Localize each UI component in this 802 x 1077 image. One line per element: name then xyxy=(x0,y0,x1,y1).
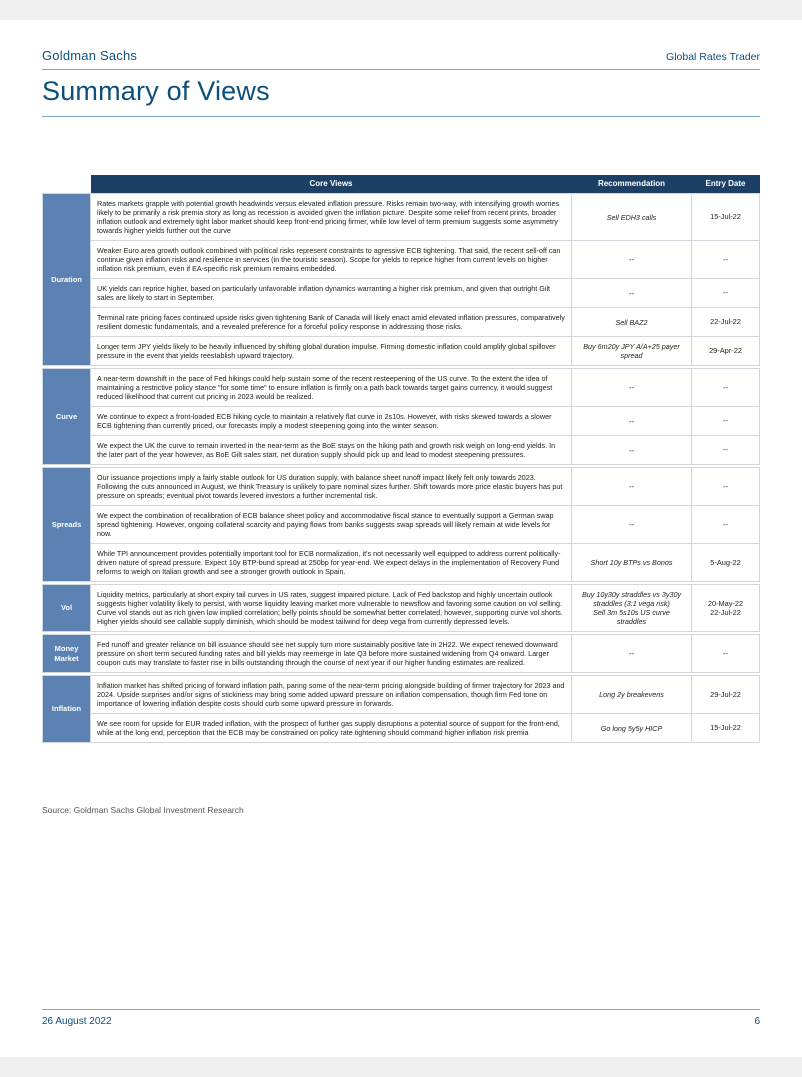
core-view-cell: Fed runoff and greater reliance on bill … xyxy=(91,635,572,673)
category-cell: Vol xyxy=(43,585,91,632)
table-row: VolLiquidity metrics, particularly at sh… xyxy=(43,585,760,632)
source-line: Source: Goldman Sachs Global Investment … xyxy=(42,801,760,815)
footer-date: 26 August 2022 xyxy=(42,1016,112,1027)
table-row: We see room for upside for EUR traded in… xyxy=(43,714,760,743)
category-cell: Money Market xyxy=(43,635,91,673)
recommendation-cell: Short 10y BTPs vs Bonos xyxy=(572,544,692,582)
entry-date-cell: 15-Jul-22 xyxy=(692,714,760,743)
table-row: We expect the combination of recalibrati… xyxy=(43,506,760,544)
recommendation-cell: -- xyxy=(572,635,692,673)
entry-date-cell: 20-May-22 22-Jul-22 xyxy=(692,585,760,632)
core-view-cell: Rates markets grapple with potential gro… xyxy=(91,194,572,241)
entry-date-cell: -- xyxy=(692,369,760,407)
recommendation-cell: Sell BAZ2 xyxy=(572,308,692,337)
entry-date-cell: 15-Jul-22 xyxy=(692,194,760,241)
org-name: Goldman Sachs xyxy=(42,48,137,63)
recommendation-cell: Go long 5y5y HICP xyxy=(572,714,692,743)
entry-date-cell: -- xyxy=(692,635,760,673)
entry-date-cell: 29-Apr-22 xyxy=(692,337,760,366)
table-row: UK yields can reprice higher, based on p… xyxy=(43,279,760,308)
entry-date-cell: 5-Aug-22 xyxy=(692,544,760,582)
th-entry-date: Entry Date xyxy=(692,175,760,194)
core-view-cell: We continue to expect a front-loaded ECB… xyxy=(91,407,572,436)
table-row: InflationInflation market has shifted pr… xyxy=(43,676,760,714)
recommendation-cell: -- xyxy=(572,369,692,407)
recommendation-cell: Buy 6m20y JPY A/A+25 payer spread xyxy=(572,337,692,366)
category-cell: Spreads xyxy=(43,468,91,582)
core-view-cell: We see room for upside for EUR traded in… xyxy=(91,714,572,743)
table-row: While TPI announcement provides potentia… xyxy=(43,544,760,582)
content-area: Core Views Recommendation Entry Date Dur… xyxy=(42,117,760,1009)
core-view-cell: UK yields can reprice higher, based on p… xyxy=(91,279,572,308)
entry-date-cell: -- xyxy=(692,407,760,436)
core-view-cell: Terminal rate pricing faces continued up… xyxy=(91,308,572,337)
table-row: CurveA near-term downshift in the pace o… xyxy=(43,369,760,407)
entry-date-cell: -- xyxy=(692,241,760,279)
core-view-cell: A near-term downshift in the pace of Fed… xyxy=(91,369,572,407)
recommendation-cell: Sell EDH3 calls xyxy=(572,194,692,241)
recommendation-cell: -- xyxy=(572,279,692,308)
table-row: We continue to expect a front-loaded ECB… xyxy=(43,407,760,436)
core-view-cell: Longer term JPY yields likely to be heav… xyxy=(91,337,572,366)
table-row: DurationRates markets grapple with poten… xyxy=(43,194,760,241)
core-view-cell: Weaker Euro area growth outlook combined… xyxy=(91,241,572,279)
doc-title: Global Rates Trader xyxy=(666,51,760,63)
page-footer: 26 August 2022 6 xyxy=(42,1009,760,1027)
recommendation-cell: -- xyxy=(572,241,692,279)
table-row: SpreadsOur issuance projections imply a … xyxy=(43,468,760,506)
recommendation-cell: -- xyxy=(572,436,692,465)
core-view-cell: Liquidity metrics, particularly at short… xyxy=(91,585,572,632)
th-core-views: Core Views xyxy=(91,175,572,194)
table-body: DurationRates markets grapple with poten… xyxy=(43,194,760,743)
summary-table: Core Views Recommendation Entry Date Dur… xyxy=(42,175,760,743)
recommendation-cell: Long 2y breakevens xyxy=(572,676,692,714)
table-row: Money MarketFed runoff and greater relia… xyxy=(43,635,760,673)
category-cell: Curve xyxy=(43,369,91,465)
table-row: We expect the UK the curve to remain inv… xyxy=(43,436,760,465)
recommendation-cell: -- xyxy=(572,407,692,436)
page: Goldman Sachs Global Rates Trader Summar… xyxy=(0,20,802,1057)
recommendation-cell: Buy 10y30y straddles vs 3y30y straddles … xyxy=(572,585,692,632)
core-view-cell: Inflation market has shifted pricing of … xyxy=(91,676,572,714)
page-title: Summary of Views xyxy=(42,70,760,116)
table-row: Longer term JPY yields likely to be heav… xyxy=(43,337,760,366)
entry-date-cell: -- xyxy=(692,279,760,308)
core-view-cell: Our issuance projections imply a fairly … xyxy=(91,468,572,506)
entry-date-cell: 22-Jul-22 xyxy=(692,308,760,337)
core-view-cell: We expect the UK the curve to remain inv… xyxy=(91,436,572,465)
entry-date-cell: -- xyxy=(692,506,760,544)
category-cell: Inflation xyxy=(43,676,91,743)
table-row: Terminal rate pricing faces continued up… xyxy=(43,308,760,337)
core-view-cell: We expect the combination of recalibrati… xyxy=(91,506,572,544)
core-view-cell: While TPI announcement provides potentia… xyxy=(91,544,572,582)
entry-date-cell: 29-Jul-22 xyxy=(692,676,760,714)
page-header: Goldman Sachs Global Rates Trader xyxy=(42,48,760,69)
recommendation-cell: -- xyxy=(572,506,692,544)
th-recommendation: Recommendation xyxy=(572,175,692,194)
category-cell: Duration xyxy=(43,194,91,366)
footer-page-number: 6 xyxy=(754,1016,760,1027)
recommendation-cell: -- xyxy=(572,468,692,506)
table-row: Weaker Euro area growth outlook combined… xyxy=(43,241,760,279)
entry-date-cell: -- xyxy=(692,436,760,465)
entry-date-cell: -- xyxy=(692,468,760,506)
table-header: Core Views Recommendation Entry Date xyxy=(43,175,760,194)
th-blank xyxy=(43,175,91,194)
